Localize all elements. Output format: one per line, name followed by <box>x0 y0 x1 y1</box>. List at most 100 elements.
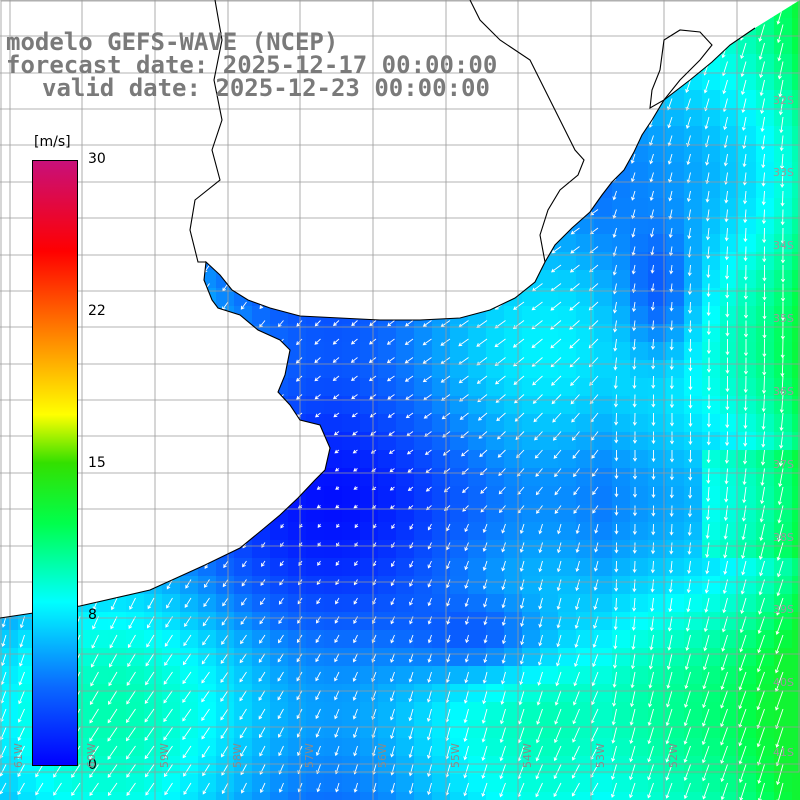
wind-arrow <box>241 579 247 587</box>
wind-arrow <box>464 653 469 663</box>
wind-arrow <box>518 708 525 725</box>
valid-date: valid date: 2025-12-23 00:00:00 <box>42 74 490 102</box>
wind-arrow <box>592 634 599 648</box>
wind-arrow <box>705 209 710 222</box>
wind-arrow <box>725 339 730 356</box>
wind-arrow <box>144 708 155 723</box>
wind-arrow <box>780 283 785 302</box>
coastline <box>0 0 756 619</box>
wind-arrow <box>649 153 654 165</box>
wind-arrow <box>650 338 656 350</box>
wind-arrow <box>688 320 693 334</box>
wind-arrow <box>499 782 506 798</box>
wind-arrow <box>461 449 469 457</box>
wind-arrow <box>706 449 711 464</box>
wind-arrow <box>89 690 99 706</box>
wind-arrow <box>651 394 656 408</box>
wind-arrow <box>647 745 654 763</box>
wind-arrow <box>146 634 155 648</box>
wind-arrow <box>760 468 765 487</box>
wind-arrow <box>295 375 303 382</box>
wind-arrow <box>278 782 284 793</box>
wind-arrow <box>201 745 210 758</box>
wind-arrow <box>669 505 674 517</box>
wind-arrow <box>476 357 488 366</box>
wind-arrow <box>182 708 192 722</box>
wind-arrow <box>552 412 562 423</box>
wind-arrow <box>632 579 637 593</box>
wind-arrow <box>352 431 358 436</box>
wind-arrow <box>649 634 654 651</box>
wind-arrow <box>742 468 747 486</box>
wind-arrow <box>533 412 543 423</box>
wind-arrow <box>536 708 543 725</box>
wind-arrow <box>756 690 765 711</box>
wind-arrow <box>571 782 580 797</box>
wind-arrow <box>631 301 637 313</box>
wind-arrow <box>651 431 656 445</box>
wind-arrow <box>775 690 784 711</box>
wind-arrow <box>721 616 728 633</box>
wind-arrow <box>592 468 599 477</box>
wind-arrow <box>334 690 340 701</box>
wind-arrow <box>18 690 25 705</box>
wind-arrow <box>648 671 654 689</box>
wind-arrow <box>630 671 636 689</box>
wind-arrow <box>774 653 784 674</box>
wind-arrow <box>631 634 636 651</box>
wind-arrow <box>259 634 266 644</box>
wind-arrow <box>315 634 321 644</box>
wind-arrow <box>239 690 247 702</box>
wind-arrow <box>335 504 340 509</box>
wind-arrow <box>0 653 7 667</box>
wind-arrow <box>684 690 691 708</box>
wind-arrow <box>780 375 785 396</box>
wind-arrow <box>706 246 711 260</box>
wind-arrow <box>501 560 506 572</box>
wind-arrow <box>316 486 321 490</box>
wind-arrow <box>687 227 692 240</box>
wind-arrow <box>17 727 25 742</box>
wind-arrow <box>458 375 469 384</box>
wind-arrow <box>499 708 506 725</box>
lat-label: 38S <box>773 531 794 544</box>
wind-arrow <box>445 671 451 684</box>
wind-arrow <box>335 782 340 793</box>
wind-arrow <box>574 634 580 648</box>
wind-arrow <box>704 597 710 613</box>
wind-arrow <box>443 486 451 493</box>
wind-arrow <box>612 301 617 314</box>
wind-arrow <box>335 560 340 566</box>
wind-arrow <box>723 560 728 575</box>
wind-arrow <box>128 616 136 629</box>
lon-label: 59W <box>158 743 171 768</box>
wind-arrow <box>71 764 81 778</box>
wind-arrow <box>53 764 62 778</box>
wind-arrow <box>351 320 358 327</box>
wind-arrow <box>776 24 784 44</box>
wind-arrow <box>261 560 266 567</box>
wind-arrow <box>651 542 656 555</box>
wind-arrow <box>126 782 136 796</box>
wind-arrow <box>182 727 192 741</box>
wind-arrow <box>780 320 785 340</box>
lat-label: 35S <box>773 312 794 325</box>
wind-arrow <box>127 634 136 649</box>
wind-arrow <box>629 782 636 799</box>
lat-label: 37S <box>773 458 794 471</box>
wind-arrow <box>390 764 395 776</box>
wind-arrow <box>531 338 543 349</box>
wind-arrow <box>776 782 784 800</box>
wind-arrow <box>334 467 340 472</box>
wind-arrow <box>222 579 229 588</box>
wind-arrow <box>390 653 395 663</box>
wind-arrow <box>352 727 358 739</box>
wind-arrow <box>109 634 118 649</box>
wind-arrow <box>519 542 525 553</box>
wind-arrow <box>762 227 767 244</box>
wind-arrow <box>333 431 340 436</box>
wind-arrow <box>107 764 118 778</box>
wind-arrow <box>220 727 229 740</box>
wind-arrow <box>258 653 266 663</box>
wind-arrow <box>404 320 414 327</box>
